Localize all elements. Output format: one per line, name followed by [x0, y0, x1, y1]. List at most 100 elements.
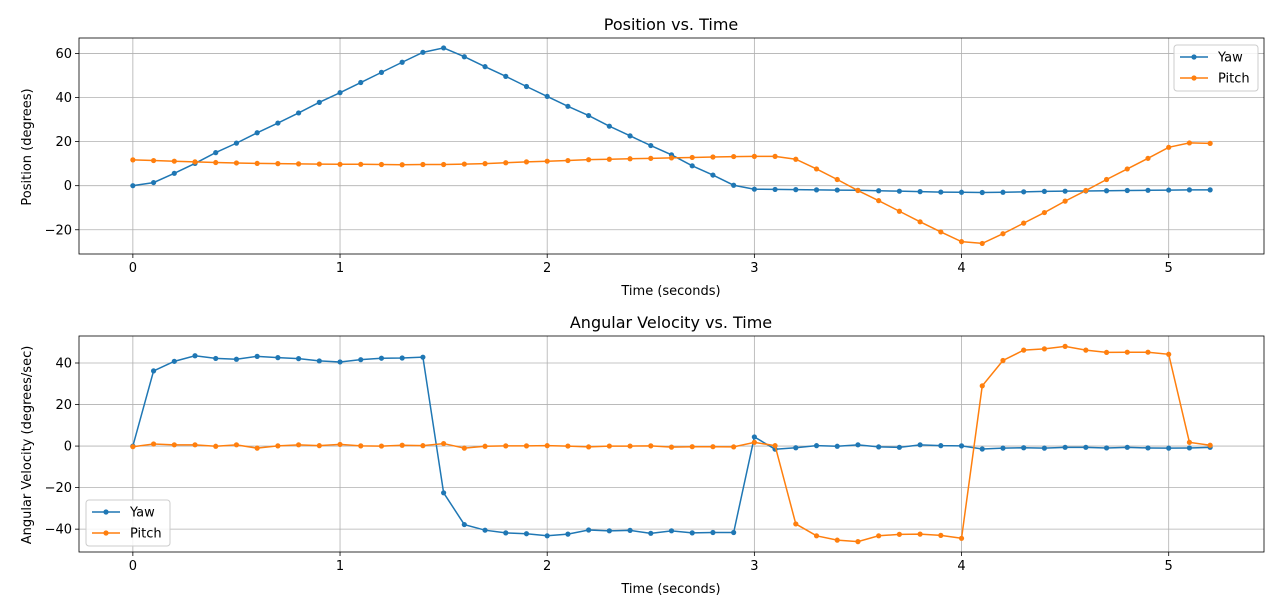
y-tick-label: 0 [64, 179, 72, 194]
data-point-yaw [192, 353, 198, 359]
data-point-yaw [917, 189, 923, 195]
data-point-pitch [813, 533, 820, 539]
data-point-pitch [461, 445, 467, 451]
data-point-yaw [813, 443, 820, 449]
data-point-yaw [979, 189, 985, 196]
plot-frame [78, 335, 1265, 553]
data-point-yaw [482, 64, 488, 70]
x-tick-label: 4 [957, 261, 965, 276]
data-point-yaw [958, 443, 965, 449]
data-point-yaw [544, 533, 550, 539]
data-point-pitch [399, 162, 405, 168]
data-point-yaw [523, 83, 530, 90]
data-point-yaw [316, 358, 322, 364]
data-point-pitch [295, 442, 302, 448]
data-point-pitch [192, 159, 198, 165]
data-point-pitch [855, 539, 861, 545]
data-point-pitch [1186, 439, 1193, 445]
chart-title: Angular Velocity vs. Time [570, 313, 772, 332]
data-point-yaw [1083, 444, 1089, 450]
legend-label-pitch: Pitch [130, 527, 162, 542]
data-point-yaw [648, 530, 654, 536]
data-point-yaw [254, 353, 260, 359]
data-point-yaw [420, 354, 426, 360]
data-point-yaw [1021, 189, 1027, 195]
data-point-pitch [192, 442, 198, 448]
x-tick-label: 1 [336, 559, 344, 574]
data-point-yaw [399, 59, 405, 65]
data-point-yaw [627, 133, 633, 139]
data-point-yaw [358, 79, 364, 86]
data-point-yaw [1103, 188, 1110, 194]
data-point-yaw [150, 368, 157, 374]
legend-label-yaw: Yaw [129, 506, 155, 521]
data-point-pitch [399, 442, 405, 448]
data-point-pitch [254, 445, 260, 451]
data-point-pitch [876, 198, 882, 204]
data-point-pitch [358, 443, 364, 449]
x-tick-label: 1 [336, 261, 344, 276]
data-point-yaw [254, 130, 260, 136]
data-point-yaw [710, 529, 716, 536]
data-point-pitch [606, 443, 612, 449]
data-point-yaw [834, 187, 840, 193]
data-point-pitch [938, 229, 944, 235]
data-point-pitch [254, 160, 260, 167]
data-point-pitch [1062, 198, 1068, 204]
data-point-pitch [710, 154, 716, 160]
data-point-yaw [979, 446, 985, 452]
data-point-yaw [233, 140, 240, 146]
data-point-yaw [1166, 187, 1172, 193]
data-point-pitch [378, 161, 385, 168]
data-point-pitch [917, 219, 923, 225]
data-point-yaw [337, 90, 343, 96]
data-point-pitch [1166, 351, 1172, 357]
data-point-pitch [420, 161, 426, 168]
data-point-pitch [917, 531, 923, 537]
data-point-pitch [855, 187, 861, 194]
data-point-pitch [150, 441, 157, 447]
x-tick-label: 2 [543, 559, 551, 574]
legend-marker-yaw [103, 509, 109, 515]
data-point-pitch [772, 153, 778, 159]
data-point-yaw [938, 189, 944, 195]
data-point-yaw [213, 150, 219, 156]
legend-marker-yaw [1191, 54, 1197, 60]
data-point-pitch [378, 443, 385, 449]
data-point-pitch [441, 161, 447, 168]
data-point-pitch [420, 443, 426, 449]
data-point-yaw [751, 186, 757, 192]
data-point-yaw [1000, 189, 1006, 195]
data-point-yaw [606, 123, 612, 129]
data-point-pitch [751, 153, 757, 159]
data-point-pitch [1207, 140, 1213, 146]
data-point-pitch [606, 156, 612, 162]
data-point-yaw [316, 99, 322, 105]
data-point-pitch [1021, 220, 1027, 226]
data-point-pitch [979, 240, 985, 247]
data-point-pitch [958, 239, 965, 245]
data-point-pitch [689, 444, 695, 450]
data-point-pitch [565, 443, 571, 449]
x-tick-label: 3 [750, 261, 758, 276]
data-point-yaw [689, 163, 695, 169]
data-point-yaw [938, 443, 944, 449]
data-point-pitch [668, 155, 675, 161]
legend: Yaw Pitch [1173, 44, 1259, 92]
data-point-yaw [876, 444, 882, 450]
x-tick-label: 4 [957, 559, 965, 574]
data-point-yaw [1062, 188, 1068, 194]
data-point-pitch [710, 444, 716, 450]
series-line-yaw [132, 47, 1211, 194]
data-point-yaw [420, 49, 426, 55]
data-point-pitch [1000, 231, 1006, 237]
data-point-yaw [793, 445, 799, 451]
data-point-pitch [1145, 349, 1151, 355]
x-axis-label: Time (seconds) [620, 582, 720, 597]
data-point-pitch [876, 533, 882, 539]
position-chart: Position vs. Time Time (seconds) Positio… [20, 15, 1265, 299]
data-point-yaw [896, 444, 902, 450]
data-point-pitch [586, 444, 592, 450]
data-point-yaw [648, 142, 654, 149]
data-point-yaw [1166, 445, 1172, 451]
